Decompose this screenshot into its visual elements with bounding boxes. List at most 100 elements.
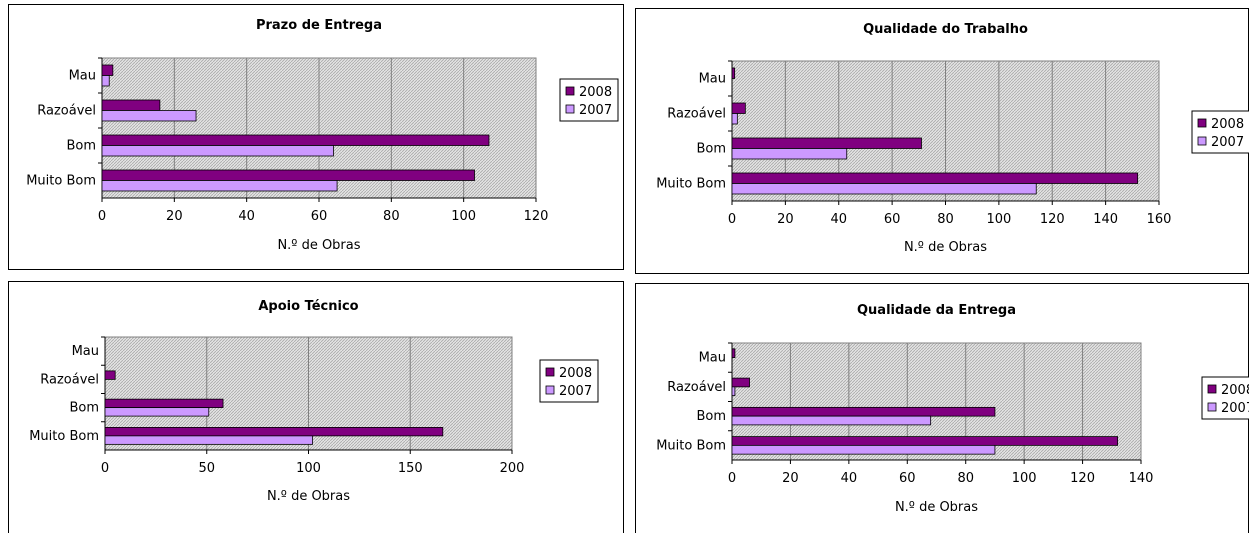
legend-label: 2007 [559,384,592,399]
x-tick-label: 140 [1093,212,1118,227]
bar-2007-bom [731,415,932,426]
x-tick-label: 120 [524,209,549,224]
chart-svg: Qualidade do Trabalho 0 20 40 60 80 100 120 140 1… [656,22,1249,255]
bar-2007-razoável [731,113,738,125]
category-label: Bom [66,139,96,154]
chart-title: Prazo de Entrega [256,18,382,33]
legend-swatch [1197,118,1207,128]
legend [559,78,619,122]
bar-2008-muito-bom [731,172,1139,184]
legend-label: 2008 [1221,383,1249,398]
x-tick-label: 100 [451,209,476,224]
category-label: Muito Bom [656,438,726,453]
bar-2007-muito-bom [731,183,1037,195]
bar-2008-razoável [731,377,750,388]
category-label: Bom [69,401,99,416]
legend-swatch [565,86,575,96]
x-tick-label: 40 [841,471,858,486]
bar-2008-bom [104,398,224,409]
category-label: Mau [699,72,726,87]
chart-svg: Qualidade da Entrega 0 20 40 60 80 100 120 140 N.… [656,303,1249,515]
legend [539,359,599,403]
x-tick-label: 60 [884,212,901,227]
x-tick-label: 160 [1147,212,1172,227]
category-label: Razoável [667,107,726,122]
bar-2007-muito-bom [731,444,996,455]
legend-swatch [565,104,575,114]
x-tick-label: 80 [957,471,974,486]
x-tick-label: 20 [777,212,794,227]
bar-2008-muito-bom [731,436,1119,446]
chart-qualidade-da-entrega: Qualidade da Entrega 0 20 40 60 80 100 120 140 N.… [635,283,1249,533]
legend-label: 2008 [579,85,612,100]
category-label: Mau [72,344,99,359]
x-axis-title: N.º de Obras [904,240,987,255]
x-tick-label: 140 [1129,471,1154,486]
category-label: Muito Bom [26,174,96,189]
x-tick-label: 0 [98,209,106,224]
legend-swatch [1207,402,1217,412]
x-tick-label: 0 [728,471,736,486]
bar-2008-razoável [731,102,746,114]
chart-qualidade-do-trabalho: Qualidade do Trabalho 0 20 40 60 80 100 120 140 1… [635,8,1249,274]
category-label: Razoável [37,104,96,119]
bar-2008-mau [731,348,736,359]
x-tick-label: 20 [782,471,799,486]
legend-label: 2007 [579,103,612,118]
x-axis-title: N.º de Obras [895,500,978,515]
x-tick-label: 100 [1012,471,1037,486]
bar-2007-bom [101,145,334,157]
bar-2008-bom [731,137,922,149]
category-label: Bom [696,142,726,157]
bar-2008-razoável [101,99,161,111]
x-tick-label: 200 [500,461,525,476]
x-tick-label: 80 [383,209,400,224]
legend-swatch [545,385,555,395]
bar-2007-razoável [731,386,736,397]
legend [1191,110,1249,154]
bar-2007-razoável [101,110,197,122]
chart-title: Qualidade do Trabalho [863,22,1028,37]
x-tick-label: 40 [830,212,847,227]
legend-swatch [1207,384,1217,394]
x-tick-label: 100 [296,461,321,476]
chart-svg: Apoio Técnico 0 50 100 150 200 N.º de Obras Mau… [29,299,599,504]
bar-2007-muito-bom [101,180,338,192]
category-label: Muito Bom [29,429,99,444]
legend-label: 2008 [559,366,592,381]
category-label: Bom [696,409,726,424]
bar-2007-bom [731,148,848,160]
x-tick-label: 40 [238,209,255,224]
x-tick-label: 0 [101,461,109,476]
legend-label: 2008 [1211,117,1244,132]
x-tick-label: 50 [198,461,215,476]
bar-2007-bom [104,407,210,417]
category-label: Mau [69,69,96,84]
bar-2008-razoável [104,370,116,380]
x-tick-label: 20 [166,209,183,224]
x-tick-label: 150 [398,461,423,476]
x-tick-label: 60 [899,471,916,486]
bar-2007-muito-bom [104,435,313,445]
bar-2008-bom [101,134,490,146]
legend-label: 2007 [1221,401,1249,416]
bar-2008-mau [101,64,114,76]
x-tick-label: 80 [937,212,954,227]
category-label: Razoável [40,372,99,387]
bar-2008-muito-bom [101,169,475,181]
legend [1201,376,1249,420]
chart-apoio-tecnico: Apoio Técnico 0 50 100 150 200 N.º de Obras Mau… [8,281,624,533]
bar-2008-bom [731,406,996,417]
legend-swatch [545,367,555,377]
category-label: Muito Bom [656,177,726,192]
bar-2008-mau [731,67,736,79]
category-label: Razoável [667,380,726,395]
chart-prazo-de-entrega: Prazo de Entrega 0 20 40 60 80 100 120 N.º de Ob… [8,4,624,270]
x-tick-label: 60 [311,209,328,224]
chart-svg: Prazo de Entrega 0 20 40 60 80 100 120 N.º de Ob… [26,18,619,253]
x-axis-title: N.º de Obras [277,238,360,253]
x-tick-label: 100 [986,212,1011,227]
x-tick-label: 120 [1070,471,1095,486]
legend-swatch [1197,136,1207,146]
category-label: Mau [699,351,726,366]
